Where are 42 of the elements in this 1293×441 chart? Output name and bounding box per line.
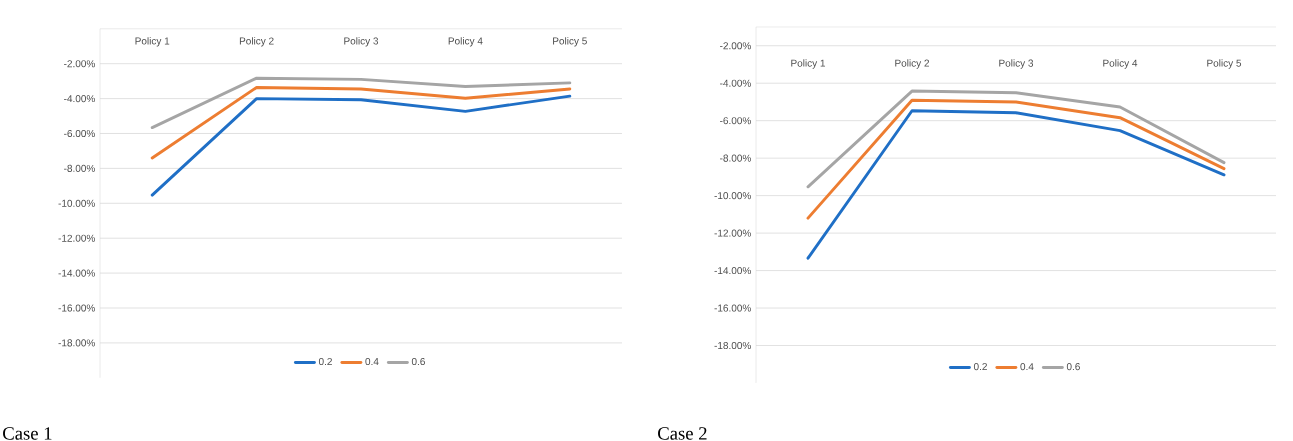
x-tick-label: Policy 4 <box>448 37 483 47</box>
line-series <box>806 89 1226 189</box>
y-tick-label: -8.00% <box>720 154 751 162</box>
legend-label: 0.4 <box>365 357 379 366</box>
legend-label: 0.6 <box>1066 363 1080 371</box>
line-series <box>150 76 572 130</box>
y-tick-label: -2.00% <box>64 60 95 68</box>
y-tick-label: -18.00% <box>58 339 95 347</box>
y-tick-label: -14.00% <box>58 269 95 277</box>
y-tick-label: -8.00% <box>64 164 95 172</box>
y-tick-label: -16.00% <box>58 304 95 312</box>
x-tick-label: Policy 2 <box>895 59 929 69</box>
x-tick-label: Policy 1 <box>135 37 170 47</box>
y-tick-label: -6.00% <box>64 129 95 138</box>
legend-label: 0.2 <box>318 357 332 366</box>
legend-label: 0.2 <box>973 363 987 371</box>
legend-label: 0.6 <box>411 357 425 366</box>
x-tick-label: Policy 3 <box>344 37 379 47</box>
y-tick-label: -12.00% <box>58 234 95 242</box>
y-tick-label: -12.00% <box>714 229 751 237</box>
x-tick-label: Policy 3 <box>999 59 1034 69</box>
x-tick-label: Policy 1 <box>791 59 826 69</box>
x-tick-label: Policy 4 <box>1103 59 1138 69</box>
legend-label: 0.4 <box>1020 363 1034 371</box>
x-tick-label: Policy 5 <box>553 37 587 47</box>
y-tick-label: -4.00% <box>720 79 751 87</box>
x-tick-label: Policy 2 <box>239 37 274 47</box>
y-tick-label: -18.00% <box>714 341 751 350</box>
y-tick-label: -2.00% <box>720 42 751 50</box>
y-tick-label: -6.00% <box>720 117 751 125</box>
text: Case 2 <box>658 427 707 440</box>
y-tick-label: -14.00% <box>714 267 751 275</box>
y-tick-label: -10.00% <box>714 192 751 200</box>
line-series <box>150 85 572 160</box>
line-series <box>806 98 1226 220</box>
y-tick-label: -4.00% <box>64 95 95 103</box>
line-series <box>806 109 1226 260</box>
line-series <box>150 94 572 197</box>
y-tick-label: -10.00% <box>58 199 95 207</box>
y-tick-label: -16.00% <box>714 304 751 312</box>
x-tick-label: Policy 5 <box>1207 59 1242 69</box>
text: Case 1 <box>3 427 52 440</box>
